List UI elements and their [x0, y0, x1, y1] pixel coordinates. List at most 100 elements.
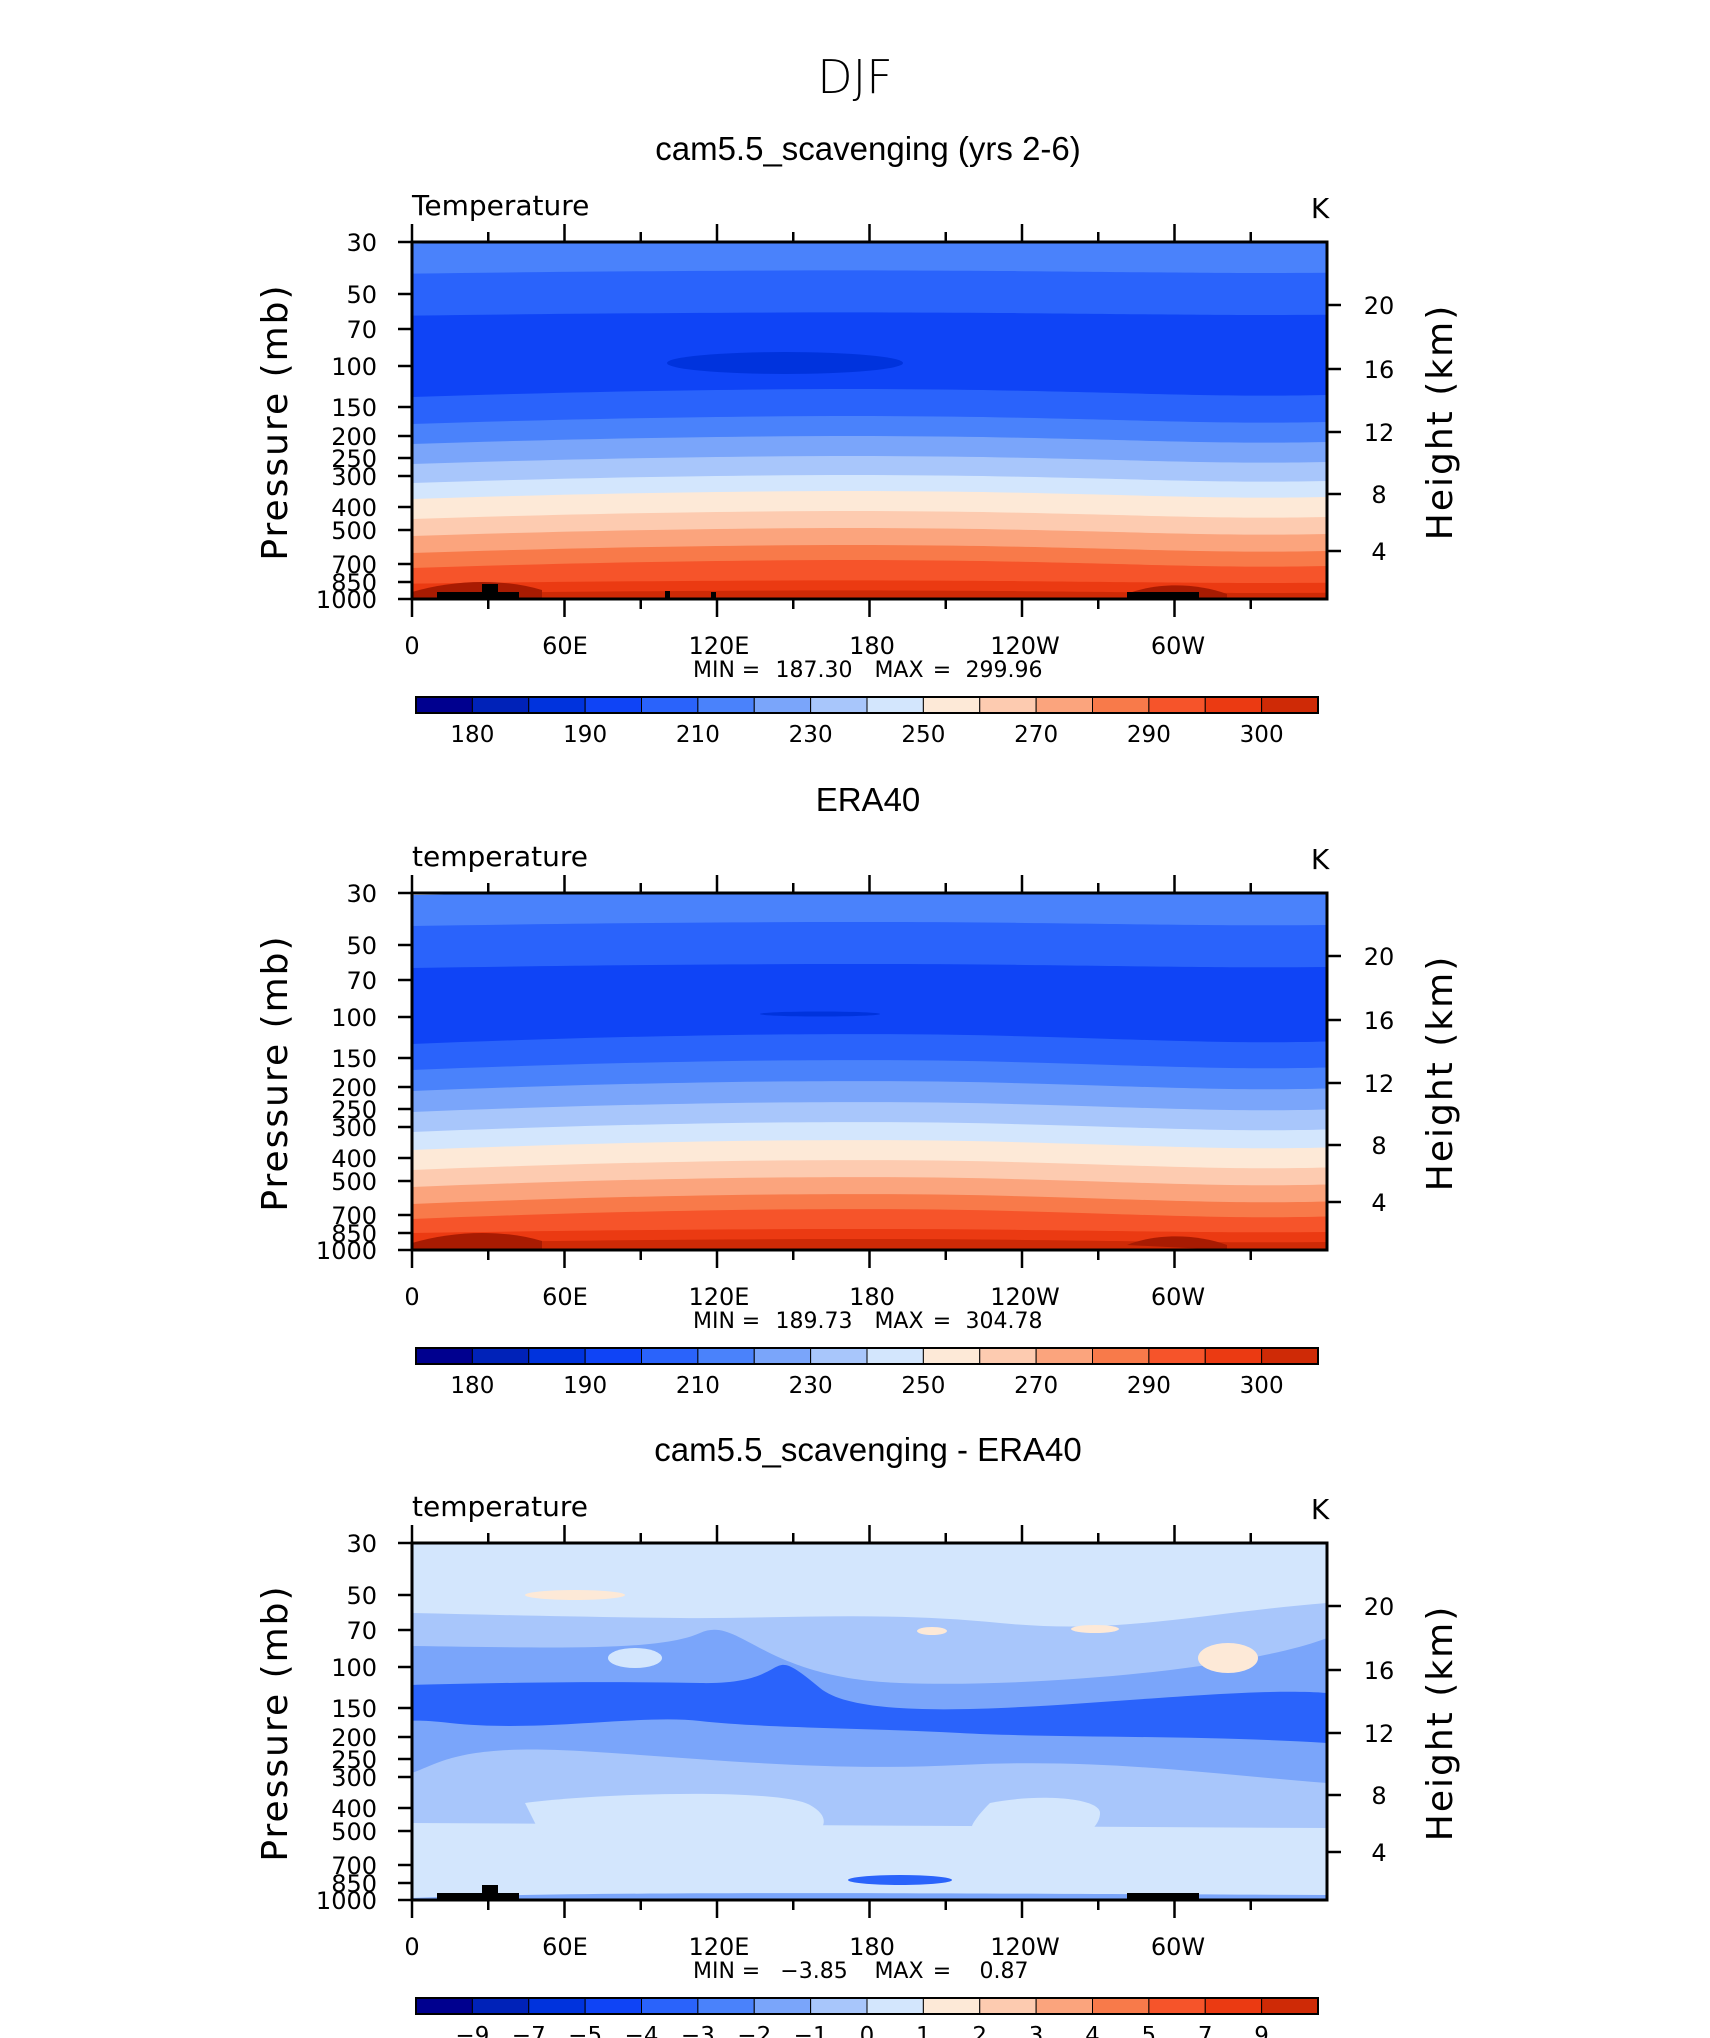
colorbar-box: [1092, 696, 1150, 714]
y-right-tick-label: 12: [1364, 419, 1395, 447]
contour-field: [412, 893, 1327, 1250]
y-right-tick-label: 8: [1371, 1782, 1386, 1810]
warm-surface: [412, 1232, 542, 1250]
y-tick-label: 50: [346, 932, 377, 960]
contour-band: [608, 1648, 662, 1668]
x-tick-label: 180: [849, 1933, 895, 1961]
colorbar-label: −1: [794, 2023, 828, 2038]
x-tick-label: 120E: [689, 1283, 750, 1311]
x-tick-label: 0: [404, 1933, 419, 1961]
x-tick-label: 120W: [990, 632, 1060, 660]
y-tick-label: 300: [331, 1114, 377, 1142]
colorbar-box: [979, 1997, 1037, 2015]
colorbar-label: −3: [681, 2023, 715, 2038]
colorbar-label: −4: [625, 2023, 659, 2038]
colorbar-box: [528, 696, 586, 714]
panel-title: ERA40: [816, 781, 921, 818]
y-tick-label: 500: [331, 1818, 377, 1846]
y-tick-label: 850: [331, 1870, 377, 1898]
colorbar-box: [753, 1997, 812, 2015]
x-tick-label: 60W: [1151, 632, 1205, 660]
colorbar-box: [1035, 1347, 1093, 1365]
colorbar-frame: [415, 1997, 1319, 2015]
y-right-tick-label: 12: [1364, 1720, 1395, 1748]
colorbar-box: [1204, 1347, 1263, 1365]
y-tick-label: 200: [331, 423, 377, 451]
y-right-tick-label: 20: [1364, 1593, 1395, 1621]
y-tick-label: 70: [346, 1617, 377, 1645]
y-tick-label: 30: [346, 229, 377, 257]
y-right-tick-label: 12: [1364, 1070, 1395, 1098]
min-equals: =: [742, 1309, 760, 1334]
colorbar-box: [697, 1347, 755, 1365]
panel-title: cam5.5_scavenging (yrs 2-6): [655, 130, 1081, 167]
topography: [1127, 592, 1199, 599]
colorbar-label: 7: [1198, 2023, 1213, 2038]
colorbar-box: [415, 1347, 473, 1365]
x-tick-label: 60E: [542, 632, 588, 660]
colorbar-label: 5: [1142, 2023, 1157, 2038]
colorbar-label: 270: [1014, 1373, 1058, 1399]
topography: [437, 592, 519, 599]
colorbar-box: [1261, 1347, 1319, 1365]
colorbar-box: [1204, 696, 1263, 714]
panel-2: 0 60E 120E 180 120W 60W3050701001502002503004…: [255, 781, 1461, 1399]
colorbar-label: 3: [1029, 2023, 1044, 2038]
colorbar-box: [584, 696, 642, 714]
colorbar-label: 1: [916, 2023, 931, 2038]
colorbar-box: [1204, 1997, 1263, 2015]
colorbar-box: [641, 1997, 699, 2015]
colorbar-label: 230: [789, 1373, 833, 1399]
x-tick-label: 0: [404, 632, 419, 660]
max-value: 299.96: [966, 658, 1043, 683]
topography: [482, 1885, 498, 1895]
y-right-tick-label: 4: [1371, 538, 1386, 566]
max-value: 0.87: [980, 1959, 1029, 1984]
y-right-tick-label: 16: [1364, 1007, 1395, 1035]
y-tick-label: 200: [331, 1724, 377, 1752]
min-label: MIN: [693, 1309, 735, 1334]
y-tick-label: 700: [331, 1852, 377, 1880]
max-label: MAX: [874, 1309, 923, 1334]
y-right-tick-label: 20: [1364, 292, 1395, 320]
colorbar-label: 190: [563, 722, 607, 748]
y-tick-label: 400: [331, 1145, 377, 1173]
colorbar-box: [810, 696, 868, 714]
colorbar-box: [866, 696, 924, 714]
topography: [665, 591, 670, 599]
colorbar: −9 −7 −5 −4 −3 −2 −1 0 1 2 3 4 5 7 9: [415, 1997, 1319, 2038]
y-tick-label: 300: [331, 1764, 377, 1792]
colorbar-label: 300: [1240, 1373, 1284, 1399]
colorbar-box: [415, 696, 473, 714]
colorbar-box: [753, 1347, 812, 1365]
max-equals: =: [933, 1309, 951, 1334]
x-tick-label: 120E: [689, 632, 750, 660]
contour-band: [525, 1793, 824, 1850]
y-right-tick-label: 16: [1364, 1657, 1395, 1685]
x-tick-label: 0: [404, 1283, 419, 1311]
units-label: K: [1311, 1493, 1330, 1526]
colorbar-box: [866, 1997, 924, 2015]
colorbar: 180 190 210 230 250 270 290 300: [415, 696, 1319, 748]
colorbar-label: 0: [860, 2023, 875, 2038]
min-equals: =: [742, 658, 760, 683]
colorbar-box: [810, 1997, 868, 2015]
colorbar-frame: [415, 696, 1319, 714]
y-tick-label: 50: [346, 281, 377, 309]
x-tick-label: 120W: [990, 1933, 1060, 1961]
colorbar-box: [810, 1347, 868, 1365]
colorbar-box: [471, 1997, 530, 2015]
contour-band: [412, 1239, 1327, 1250]
y-right-tick-label: 8: [1371, 1132, 1386, 1160]
y-tick-label: 400: [331, 494, 377, 522]
y-tick-label: 70: [346, 967, 377, 995]
y-right-tick-label: 16: [1364, 356, 1395, 384]
y-tick-label: 150: [331, 394, 377, 422]
y-tick-label: 1000: [316, 586, 377, 614]
units-label: K: [1311, 843, 1330, 876]
y-tick-label: 100: [331, 1004, 377, 1032]
colorbar-box: [753, 696, 812, 714]
colorbar-box: [471, 696, 530, 714]
contour-band: [412, 1893, 1327, 1900]
min-value: 187.30: [776, 658, 853, 683]
